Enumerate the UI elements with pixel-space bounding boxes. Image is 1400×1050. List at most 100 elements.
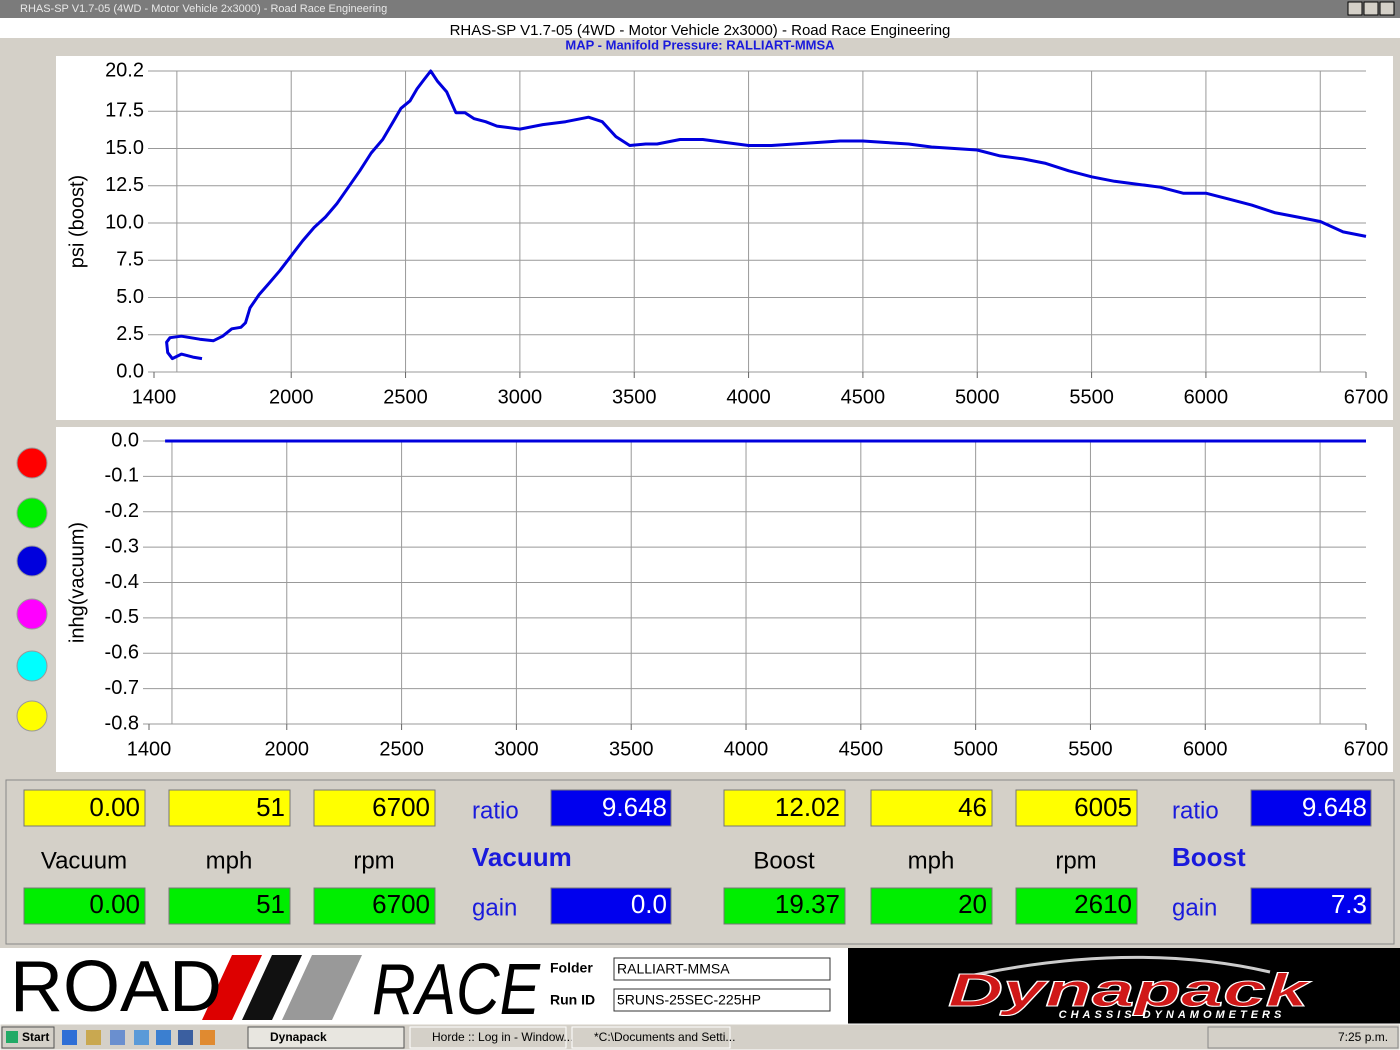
readout-value: 20: [958, 889, 987, 919]
field-value: 5RUNS-25SEC-225HP: [617, 992, 761, 1008]
launch-icon[interactable]: [134, 1030, 149, 1045]
field-label: Folder: [550, 960, 593, 976]
x-tick-label: 5500: [1069, 386, 1114, 408]
task-button[interactable]: [409, 1026, 567, 1049]
color-dot[interactable]: [16, 700, 48, 732]
launch-icon[interactable]: [110, 1030, 125, 1045]
gain-value: 0.0: [631, 889, 667, 919]
y-tick-label: -0.2: [105, 500, 139, 522]
readout-box: [870, 887, 993, 925]
gain-label: gain: [472, 894, 517, 921]
y-tick-label: 10.0: [105, 211, 144, 233]
gain-box: [550, 887, 672, 925]
readout-value: 51: [256, 792, 285, 822]
mode-label: Vacuum: [472, 842, 572, 872]
readout-box: [1015, 789, 1138, 827]
launch-icon[interactable]: [62, 1030, 77, 1045]
y-axis-label: psi (boost): [66, 175, 88, 268]
readout-label: rpm: [1055, 847, 1096, 874]
y-tick-label: 0.0: [116, 360, 144, 382]
quick-launch: [62, 1030, 215, 1045]
chart-panel: [56, 427, 1393, 772]
readout-value: 12.02: [775, 792, 840, 822]
chart-panel: [56, 56, 1393, 420]
readout-value: 6005: [1074, 792, 1132, 822]
ratio-label: ratio: [1172, 797, 1219, 824]
launch-icon[interactable]: [200, 1030, 215, 1045]
header-title: RHAS-SP V1.7-05 (4WD - Motor Vehicle 2x3…: [450, 22, 951, 39]
y-tick-label: -0.3: [105, 535, 139, 557]
window-title: RHAS-SP V1.7-05 (4WD - Motor Vehicle 2x3…: [20, 3, 387, 15]
y-tick-label: -0.1: [105, 465, 139, 487]
x-tick-label: 4500: [839, 738, 884, 760]
readout-box: [723, 789, 846, 827]
readout-box: [168, 789, 291, 827]
minimize-button[interactable]: [1347, 1, 1363, 16]
y-tick-label: 5.0: [116, 286, 144, 308]
y-tick-label: -0.7: [105, 677, 139, 699]
ratio-box: [1250, 789, 1372, 827]
launch-icon[interactable]: [86, 1030, 101, 1045]
header-subtitle: MAP - Manifold Pressure: RALLIART-MMSA: [565, 37, 835, 52]
logo-race: RACE: [372, 950, 541, 1030]
readout-value: 19.37: [775, 889, 840, 919]
readout-box: [313, 887, 436, 925]
start-label: Start: [22, 1030, 49, 1044]
logo-dynapack: Dynapack: [948, 964, 1312, 1016]
x-tick-label: 4000: [726, 386, 771, 408]
logo-road: ROAD: [10, 947, 222, 1027]
x-tick-label: 2500: [383, 386, 428, 408]
stripe: [282, 955, 362, 1020]
readout-box: [870, 789, 993, 827]
color-dot[interactable]: [16, 598, 48, 630]
y-tick-label: 17.5: [105, 100, 144, 122]
readout-label: Boost: [753, 847, 815, 874]
ratio-label: ratio: [472, 797, 519, 824]
gain-value: 7.3: [1331, 889, 1367, 919]
color-dot[interactable]: [16, 545, 48, 577]
x-tick-label: 6000: [1184, 386, 1229, 408]
x-tick-label: 3500: [612, 386, 657, 408]
y-tick-label: -0.8: [105, 712, 139, 734]
task-button[interactable]: [247, 1026, 405, 1049]
close-button[interactable]: [1379, 1, 1395, 16]
ratio-value: 9.648: [1302, 792, 1367, 822]
x-tick-label: 2000: [265, 738, 310, 760]
gain-label: gain: [1172, 894, 1217, 921]
restore-button[interactable]: [1363, 1, 1379, 16]
readout-box: [1015, 887, 1138, 925]
x-tick-label: 4500: [841, 386, 886, 408]
y-tick-label: 7.5: [116, 249, 144, 271]
y-tick-label: -0.6: [105, 642, 139, 664]
y-tick-label: -0.5: [105, 606, 139, 628]
x-tick-label: 3000: [494, 738, 539, 760]
logo-swoosh: [959, 955, 1271, 980]
y-tick-label: 0.0: [111, 429, 139, 451]
clock: 7:25 p.m.: [1338, 1030, 1388, 1044]
logo-right-bg: [848, 948, 1400, 1024]
readout-label: rpm: [353, 847, 394, 874]
task-label: *C:\Documents and Setti...: [594, 1030, 735, 1044]
y-tick-label: 20.2: [105, 59, 144, 81]
launch-icon[interactable]: [156, 1030, 171, 1045]
launch-icon[interactable]: [178, 1030, 193, 1045]
gain-box: [1250, 887, 1372, 925]
x-tick-label: 5500: [1068, 738, 1113, 760]
color-dot[interactable]: [16, 447, 48, 479]
color-dot[interactable]: [16, 497, 48, 529]
field-box[interactable]: [613, 988, 831, 1012]
x-tick-label: 6000: [1183, 738, 1228, 760]
task-button[interactable]: [571, 1026, 731, 1049]
field-box[interactable]: [613, 957, 831, 981]
field-label: Run ID: [550, 992, 595, 1008]
logo-tagline: CHASSIS DYNAMOMETERS: [1059, 1009, 1286, 1021]
color-dot[interactable]: [16, 650, 48, 682]
y-tick-label: -0.4: [105, 571, 139, 593]
y-tick-label: 15.0: [105, 137, 144, 159]
x-tick-label: 1400: [127, 738, 172, 760]
mode-label: Boost: [1172, 842, 1246, 872]
readout-value: 0.00: [89, 889, 140, 919]
x-tick-label: 4000: [724, 738, 769, 760]
task-label: Horde :: Log in - Window...: [432, 1030, 573, 1044]
